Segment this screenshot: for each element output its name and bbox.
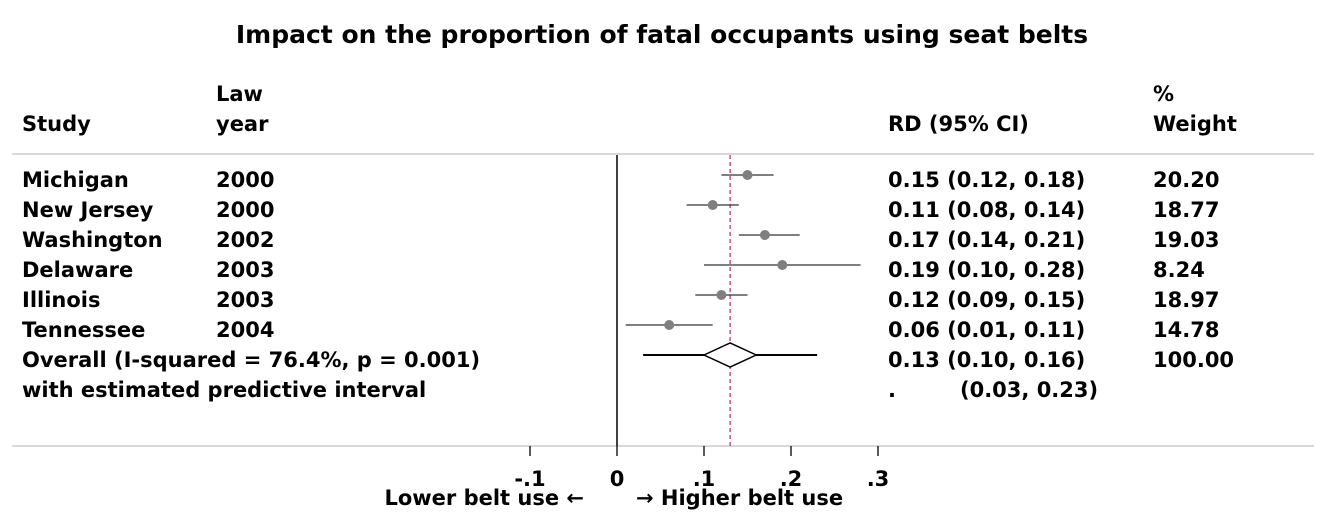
- study-name: Illinois: [22, 288, 100, 312]
- study-weight: 8.24: [1153, 258, 1205, 282]
- study-weight: 20.20: [1153, 168, 1219, 192]
- study-weight: 14.78: [1153, 318, 1219, 342]
- xlabel-right: → Higher belt use: [636, 486, 843, 510]
- study-effect-ci: 0.06 (0.01, 0.11): [888, 318, 1085, 342]
- study-name: Washington: [22, 228, 163, 252]
- study-effect-ci: 0.19 (0.10, 0.28): [888, 258, 1085, 282]
- header-year: year: [216, 112, 269, 136]
- study-year: 2000: [216, 198, 274, 222]
- study-year: 2002: [216, 228, 274, 252]
- x-tick-label: .3: [867, 467, 890, 491]
- overall-label: Overall (I-squared = 76.4%, p = 0.001): [22, 348, 480, 372]
- header-percent: %: [1153, 82, 1174, 106]
- study-effect-ci: 0.12 (0.09, 0.15): [888, 288, 1085, 312]
- study-point: [707, 200, 718, 210]
- x-tick-label: .2: [780, 467, 803, 491]
- study-year: 2003: [216, 288, 274, 312]
- study-point: [759, 230, 770, 240]
- plot-area: [616, 155, 861, 446]
- x-tick-label: 0: [610, 467, 625, 491]
- chart-title: Impact on the proportion of fatal occupa…: [236, 20, 1088, 49]
- header-study: Study: [22, 112, 91, 136]
- study-point: [664, 320, 675, 330]
- study-effect-ci: 0.11 (0.08, 0.14): [888, 198, 1085, 222]
- study-weight: 19.03: [1153, 228, 1219, 252]
- predictive-label: with estimated predictive interval: [22, 378, 426, 402]
- overall-diamond: [702, 342, 758, 368]
- overall-effect-ci: 0.13 (0.10, 0.16): [888, 348, 1085, 372]
- predictive-dot: .: [888, 378, 896, 402]
- study-point: [716, 290, 727, 300]
- study-year: 2003: [216, 258, 274, 282]
- study-point: [742, 170, 753, 180]
- predictive-ci: (0.03, 0.23): [960, 378, 1098, 402]
- x-tick-label: -.1: [514, 467, 545, 491]
- study-name: Delaware: [22, 258, 133, 282]
- study-effect-ci: 0.17 (0.14, 0.21): [888, 228, 1085, 252]
- study-weight: 18.97: [1153, 288, 1219, 312]
- study-effect-ci: 0.15 (0.12, 0.18): [888, 168, 1085, 192]
- overall-weight: 100.00: [1153, 348, 1234, 372]
- xlabel-left: Lower belt use ←: [384, 486, 584, 510]
- study-name: New Jersey: [22, 198, 154, 222]
- study-weight: 18.77: [1153, 198, 1219, 222]
- study-year: 2000: [216, 168, 274, 192]
- header-weight: Weight: [1153, 112, 1237, 136]
- study-name: Michigan: [22, 168, 129, 192]
- header-effect: RD (95% CI): [888, 112, 1029, 136]
- study-year: 2004: [216, 318, 274, 342]
- header-law: Law: [216, 82, 263, 106]
- study-name: Tennessee: [22, 318, 145, 342]
- x-axis: -.1 0 .1 .2 .3: [514, 446, 889, 491]
- study-point: [777, 260, 788, 270]
- x-tick-label: .1: [693, 467, 716, 491]
- study-rows: Michigan 2000 0.15 (0.12, 0.18) 20.20 New Je…: [22, 168, 1234, 402]
